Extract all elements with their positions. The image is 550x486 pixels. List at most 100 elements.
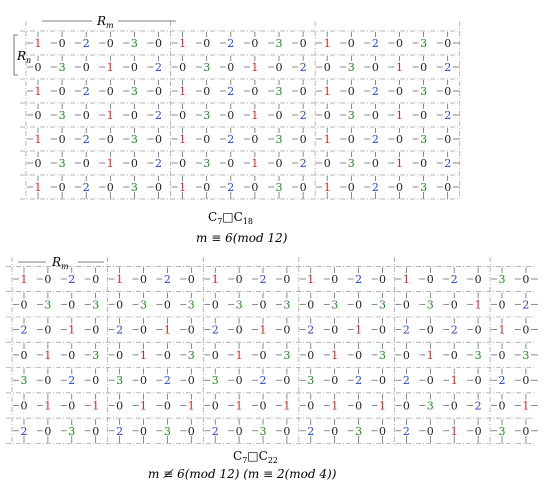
bottom-vertex-label: 0 [451,349,458,362]
top-vertex-label: 2 [372,37,379,50]
top-vertex-label: 2 [444,61,451,74]
bottom-vertex-label: 0 [92,324,99,337]
bottom-vertex-label: 3 [68,425,75,438]
bottom-vertex-label: 0 [355,298,362,311]
top-vertex-label: 2 [227,181,234,194]
bottom-vertex-label: 3 [427,400,434,413]
top-graph-caption: C7□C18 [208,210,253,226]
bottom-vertex-label: 0 [116,400,123,413]
bottom-vertex-label: 1 [331,400,338,413]
top-vertex-label: 1 [35,181,42,194]
top-vertex-label: 0 [83,61,90,74]
top-vertex-label: 2 [83,85,90,98]
top-vertex-label: 0 [227,61,234,74]
top-vertex-label: 0 [276,109,283,122]
top-vertex-label: 0 [131,61,138,74]
top-vertex-label: 0 [155,133,162,146]
bottom-vertex-label: 0 [522,324,529,337]
bottom-vertex-label: 0 [355,400,362,413]
bottom-vertex-label: 3 [92,349,99,362]
top-vertex-label: 0 [107,85,114,98]
bottom-vertex-label: 3 [283,298,290,311]
bottom-vertex-label: 1 [140,400,147,413]
top-vertex-label: 0 [300,37,307,50]
bottom-vertex-label: 0 [427,425,434,438]
top-vertex-label: 0 [444,133,451,146]
bottom-vertex-label: 1 [283,400,290,413]
top-vertex-label: 0 [396,181,403,194]
bottom-vertex-label: 3 [499,425,506,438]
top-vertex-label: 1 [251,109,258,122]
top-vertex-label: 0 [155,37,162,50]
top-rn-label: Rn [16,49,31,65]
bottom-vertex-label: 0 [475,273,482,286]
top-vertex-label: 2 [83,181,90,194]
top-condition: m ≡ 6(mod 12) [196,231,288,245]
bottom-vertex-label: 3 [188,298,195,311]
bottom-vertex-label: 0 [188,273,195,286]
bottom-vertex-label: 0 [68,349,75,362]
bottom-vertex-label: 1 [212,273,219,286]
bottom-vertex-label: 3 [92,298,99,311]
top-vertex-label: 0 [83,109,90,122]
bottom-vertex-label: 1 [236,349,243,362]
bottom-vertex-label: 1 [92,400,99,413]
top-vertex-label: 0 [300,133,307,146]
top-vertex-label: 0 [59,181,66,194]
bottom-vertex-label: 0 [403,400,410,413]
top-vertex-label: 3 [203,157,210,170]
top-vertex-label: 3 [420,133,427,146]
top-vertex-label: 3 [348,157,355,170]
top-vertex-label: 0 [372,157,379,170]
top-vertex-label: 3 [203,109,210,122]
bottom-vertex-label: 0 [260,400,267,413]
bottom-vertex-label: 3 [21,374,28,387]
bottom-vertex-label: 2 [21,425,28,438]
bottom-vertex-label: 0 [116,349,123,362]
top-vertex-label: 0 [324,109,331,122]
top-vertex-label: 0 [107,37,114,50]
bottom-vertex-label: 2 [164,273,171,286]
bottom-vertex-label: 2 [499,374,506,387]
bottom-vertex-label: 0 [379,374,386,387]
top-vertex-label: 3 [276,181,283,194]
bottom-vertex-label: 3 [499,273,506,286]
bottom-vertex-label: 2 [451,273,458,286]
top-vertex-label: 0 [396,85,403,98]
bottom-vertex-label: 1 [522,400,529,413]
bottom-vertex-label: 1 [475,298,482,311]
top-vertex-label: 2 [83,133,90,146]
top-vertex-label: 0 [155,181,162,194]
bottom-vertex-label: 0 [260,298,267,311]
top-vertex-label: 2 [372,181,379,194]
top-vertex-label: 3 [59,61,66,74]
bottom-vertex-label: 0 [212,298,219,311]
bottom-vertex-label: 0 [21,349,28,362]
bottom-vertex-label: 0 [164,349,171,362]
bottom-vertex-label: 0 [140,425,147,438]
bottom-vertex-label: 3 [522,349,529,362]
top-vertex-label: 2 [227,37,234,50]
top-vertex-label: 0 [35,157,42,170]
top-vertex-label: 2 [300,61,307,74]
bottom-rm-label: Rm [51,255,69,271]
top-vertex-label: 0 [203,181,210,194]
bottom-vertex-label: 2 [355,273,362,286]
bottom-vertex-label: 0 [21,298,28,311]
top-vertex-label: 0 [251,85,258,98]
bottom-vertex-label: 0 [522,374,529,387]
bottom-vertex-label: 0 [283,273,290,286]
bottom-vertex-label: 0 [92,425,99,438]
top-vertex-label: 0 [348,37,355,50]
top-vertex-label: 3 [276,133,283,146]
top-vertex-label: 1 [107,61,114,74]
top-vertex-label: 0 [107,181,114,194]
top-vertex-label: 3 [348,109,355,122]
top-vertex-label: 1 [35,37,42,50]
bottom-graph-caption: C7□C22 [233,449,278,465]
bottom-vertex-label: 3 [475,349,482,362]
bottom-vertex-label: 2 [21,324,28,337]
bottom-vertex-label: 0 [427,324,434,337]
bottom-vertex-label: 0 [475,374,482,387]
